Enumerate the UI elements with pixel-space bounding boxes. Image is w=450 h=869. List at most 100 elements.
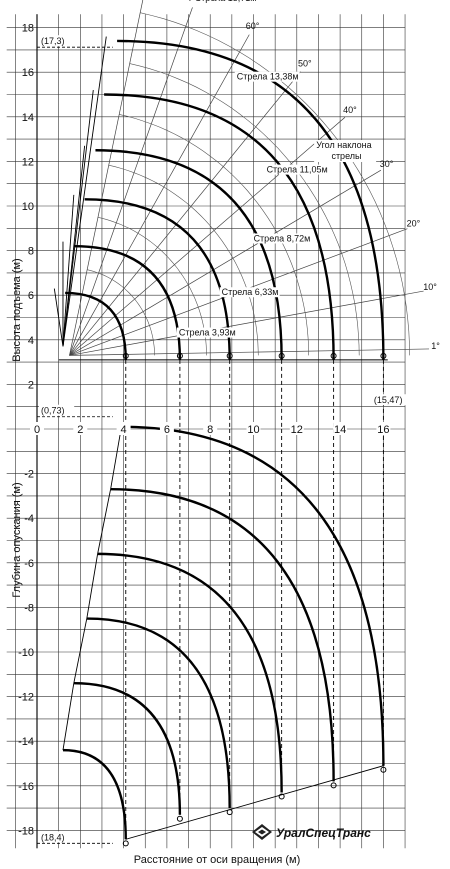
x-tick-bg <box>203 422 218 435</box>
hook-marker <box>278 793 285 800</box>
y-tick-label: -14 <box>18 736 34 748</box>
boom-outline <box>62 194 75 347</box>
annotation-bg <box>39 831 75 843</box>
hook-marker <box>176 352 183 359</box>
boom-label-bg <box>234 71 300 82</box>
lower-reach-curve <box>110 488 335 782</box>
y-tick-label: 2 <box>28 379 34 391</box>
x-tick-label: 10 <box>247 424 259 436</box>
boom-label-bg <box>251 233 312 244</box>
angle-ray <box>69 0 144 356</box>
hook-marker <box>226 352 233 359</box>
x-tick-label: 14 <box>334 424 346 436</box>
x-tick-bg <box>289 422 304 435</box>
x-tick-label: 12 <box>291 424 303 436</box>
lower-envelope-outer <box>125 765 384 840</box>
annotation-bg <box>39 404 75 416</box>
angle-label: 40° <box>343 105 357 115</box>
boom-outline <box>62 36 107 347</box>
y-tick-label: 16 <box>22 67 34 79</box>
annotation-bg <box>39 35 75 47</box>
angle-label: 1° <box>431 341 440 351</box>
x-tick-bg <box>30 422 44 435</box>
x-tick-label: 16 <box>377 424 389 436</box>
x-tick-label: 4 <box>121 424 127 436</box>
boom-reach-arc <box>119 114 309 356</box>
boom-label: Стрела 13,38м <box>237 72 299 82</box>
hook-marker <box>330 352 337 359</box>
angle-label: 10° <box>423 282 437 292</box>
hook-marker <box>176 815 183 822</box>
x-tick-bg <box>116 422 131 435</box>
boom-label: Стрела 3,93м <box>179 328 236 338</box>
boom-label-bg <box>176 327 237 338</box>
point-annotation: (15,47) <box>374 395 403 405</box>
y-tick-label: 8 <box>28 246 34 258</box>
chart-labels: 0 2 4 6 8 10 12 14 16 2 4 6 8 10 12 14 16 18 -2 -4 -6 -8 -10 -1… <box>18 0 440 843</box>
angle-label: 50° <box>298 59 312 69</box>
lower-reach-curve <box>97 552 283 793</box>
lower-reach-curve <box>73 682 182 815</box>
boom-reach-arc <box>129 63 360 356</box>
y-tick-label: 18 <box>22 23 34 35</box>
y-tick-label: -18 <box>18 825 34 837</box>
x-axis-label: Расстояние от оси вращения (м) <box>134 854 301 866</box>
boom-reach-arc <box>87 269 155 356</box>
point-annotation: (0,73) <box>41 406 65 416</box>
y-tick-label: 6 <box>28 290 34 302</box>
hook-marker <box>330 782 337 789</box>
reach-curves <box>37 36 388 847</box>
hook-marker <box>122 840 129 847</box>
annotation-bg <box>371 394 413 406</box>
angle-ray <box>69 290 424 356</box>
angle-title: Угол наклона <box>316 140 371 150</box>
upper-reach-curve <box>73 244 182 360</box>
hook-marker <box>122 352 129 359</box>
upper-reach-curve <box>65 291 127 360</box>
boom-outline <box>53 288 64 347</box>
hook-marker <box>380 352 387 359</box>
angle-ray <box>69 7 193 356</box>
lower-reach-curve <box>86 617 231 809</box>
lower-envelope-inner <box>62 426 122 751</box>
y-tick-label: 12 <box>22 156 34 168</box>
x-tick-bg <box>246 422 261 435</box>
x-tick-label: 6 <box>164 424 170 436</box>
x-tick-bg <box>73 422 88 435</box>
hook-marker <box>278 352 285 359</box>
upper-reach-curve <box>95 149 283 360</box>
boom-label: Стрела 6,33м <box>222 287 279 297</box>
angle-ray <box>69 71 301 356</box>
point-annotation: (18,4) <box>41 832 65 842</box>
y-tick-label: -8 <box>24 602 34 614</box>
y-tick-label: 10 <box>22 201 34 213</box>
y-tick-label: -2 <box>24 469 34 481</box>
x-tick-label: 0 <box>34 424 40 436</box>
angle-ray <box>69 348 430 356</box>
boom-label: Стрела 11,05м <box>267 165 328 175</box>
boom-label-bg <box>264 164 330 175</box>
upper-reach-curve <box>104 93 335 360</box>
boom-reach-arc <box>108 164 259 356</box>
lower-reach-curve <box>121 425 385 766</box>
point-annotation: (17,3) <box>41 36 65 46</box>
angle-label: 30° <box>380 159 394 169</box>
y-axis-label-lower: Глубина опускания (м) <box>11 482 23 597</box>
angle-label: 60° <box>246 21 260 31</box>
x-tick-bg <box>376 422 391 435</box>
y-tick-label: -10 <box>18 647 34 659</box>
boom-reach-arc <box>140 12 410 356</box>
boom-label: Стрела 8,72м <box>254 233 311 243</box>
lower-reach-curve <box>62 748 127 840</box>
y-tick-label: -6 <box>24 558 34 570</box>
y-axis-label-upper: Высота подъема (м) <box>11 258 23 361</box>
hook-marker <box>380 766 387 773</box>
boom-label-bg <box>219 287 280 298</box>
boom-label-bg <box>192 0 258 4</box>
x-tick-bg <box>159 422 174 435</box>
boom-label: Стрела 15,71м <box>195 0 257 3</box>
boom-reach-arc <box>97 217 207 356</box>
angle-title-bg <box>314 140 377 163</box>
boom-outline <box>62 89 94 347</box>
